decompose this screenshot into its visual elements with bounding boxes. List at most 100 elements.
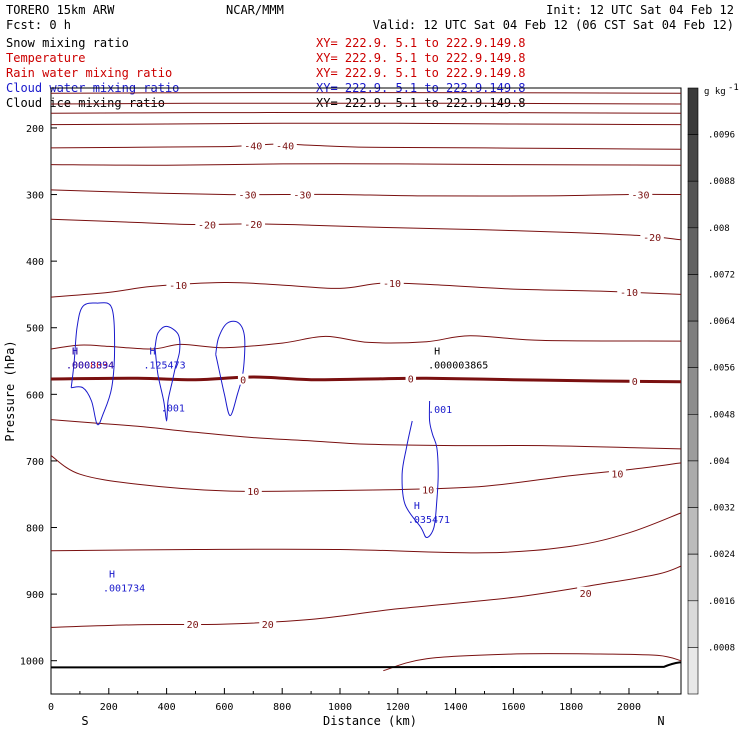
colorbar-swatch — [687, 553, 699, 602]
x-tick-label: 1800 — [559, 702, 583, 713]
x-axis-title: Distance (km) — [323, 714, 417, 728]
temperature-label-background — [235, 188, 260, 200]
x-tick-label: 200 — [100, 702, 118, 713]
temperature-label-background — [419, 483, 437, 495]
colorbar-swatch — [687, 600, 699, 648]
colorbar-label: .0096 — [708, 131, 735, 141]
colorbar-swatch — [687, 507, 699, 555]
x-end-label-north: N — [657, 714, 664, 728]
temperature-contour-line — [50, 455, 682, 492]
cloud-water-contour-line — [215, 320, 246, 417]
maximum-marker: H — [414, 501, 420, 512]
temperature-contour-label: 20 — [580, 589, 592, 600]
temperature-contour-line — [50, 112, 682, 114]
init-time: Init: 12 UTC Sat 04 Feb 12 — [546, 3, 734, 17]
temperature-contours — [50, 92, 682, 672]
maximum-marker: H — [72, 346, 78, 357]
temperature-contour-label: -10 — [169, 281, 187, 292]
y-axis-title: Pressure (hPa) — [3, 340, 17, 441]
temperature-contour-label: -10 — [383, 279, 401, 290]
temperature-contour-label: 0 — [632, 377, 638, 388]
cloud-water-contour-line — [401, 400, 439, 539]
axes: 0 200 400 600 800 1000 1200 1400 1600 1800 2000200… — [20, 124, 659, 713]
temperature-label-background — [237, 373, 249, 385]
colorbar: .0096 .0088 .008 .0072 .0064 .0056 .0048 .004 .0… — [687, 87, 735, 695]
x-tick-label: 0 — [48, 702, 54, 713]
colorbar-swatch — [687, 413, 699, 462]
temperature-label-background — [628, 188, 653, 200]
temperature-contour-line — [50, 565, 682, 628]
legend-xy-snow: XY= 222.9. 5.1 to 222.9.149.8 — [316, 36, 526, 50]
x-tick-label: 400 — [158, 702, 176, 713]
colorbar-label: .004 — [708, 457, 730, 467]
colorbar-swatch — [687, 87, 699, 135]
temperature-label-background — [608, 467, 626, 479]
maximum-marker: H — [434, 346, 440, 357]
contour-labels: -40 -40 -30 -30 -30 -20 -20 -20 -10 -10 -10 0 0 0 10 10… — [66, 139, 664, 631]
temperature-contour-label: 10 — [422, 486, 434, 497]
temperature-contour-label: -30 — [293, 191, 311, 202]
colorbar-label: .0056 — [708, 364, 735, 374]
colorbar-unit-exponent: -1 — [728, 83, 739, 93]
y-tick-label: 400 — [26, 257, 44, 268]
field-legend: Snow mixing ratio XY= 222.9. 5.1 to 222.… — [6, 36, 526, 110]
temperature-label-background — [617, 285, 641, 297]
cloud-water-contour-label: .001 — [428, 405, 452, 416]
colorbar-label: .008 — [708, 224, 730, 234]
temperature-contour-label: 0 — [408, 374, 414, 385]
x-tick-label: 800 — [273, 702, 291, 713]
legend-name-temperature: Temperature — [6, 51, 85, 65]
colorbar-unit: g kg — [704, 87, 726, 97]
colorbar-swatch — [687, 320, 699, 369]
colorbar-swatch — [687, 367, 699, 415]
temperature-contour-label: -10 — [620, 288, 638, 299]
model-title: TORERO 15km ARW — [6, 3, 115, 17]
temperature-label-background — [380, 277, 404, 289]
temperature-label-background — [241, 217, 266, 229]
maximum-value-label: .000003865 — [428, 360, 488, 371]
colorbar-label: .0048 — [708, 410, 735, 420]
y-tick-label: 300 — [26, 191, 44, 202]
forecast-hour: Fcst: 0 h — [6, 18, 71, 32]
temperature-label-background — [405, 372, 417, 384]
temperature-label-background — [273, 139, 297, 151]
temperature-contour-label: -20 — [244, 220, 262, 231]
colorbar-swatch — [687, 460, 699, 508]
colorbar-swatch — [687, 134, 699, 182]
y-tick-label: 600 — [26, 390, 44, 401]
colorbar-swatch — [687, 647, 699, 695]
temperature-label-background — [195, 218, 219, 230]
legend-name-rain: Rain water mixing ratio — [6, 66, 172, 80]
cloud-water-contour-label: .001 — [161, 404, 185, 415]
temperature-label-background — [640, 231, 664, 243]
temperature-label-background — [244, 484, 262, 496]
temperature-contour-line — [50, 512, 682, 554]
temperature-contour-label: -20 — [643, 233, 661, 244]
ground-surface — [50, 661, 681, 669]
y-tick-label: 900 — [26, 590, 44, 601]
cloud-water-contours — [70, 302, 439, 539]
temperature-contour-label: -40 — [276, 141, 294, 152]
colorbar-label: .0088 — [708, 177, 735, 187]
temperature-label-background — [629, 375, 641, 387]
temperature-contour-line — [50, 122, 682, 126]
colorbar-swatch — [687, 180, 699, 229]
cloud-water-contour-line — [70, 302, 116, 426]
temperature-label-background — [577, 586, 595, 598]
zero-isotherm — [50, 375, 682, 384]
temperature-contour-line — [383, 653, 682, 672]
temperature-contour-label: 20 — [262, 620, 274, 631]
temperature-contour-label: 10 — [611, 470, 623, 481]
legend-name-cloud-ice: Cloud ice mixing ratio — [6, 96, 165, 110]
valid-time: Valid: 12 UTC Sat 04 Feb 12 (06 CST Sat … — [373, 18, 734, 32]
center-title: NCAR/MMM — [226, 3, 284, 17]
colorbar-label: .0072 — [708, 271, 735, 281]
colorbar-swatch — [687, 227, 699, 275]
ground-line — [50, 661, 681, 669]
temperature-label-background — [241, 139, 266, 151]
temperature-contour-label: 20 — [187, 620, 199, 631]
temperature-contour-line — [50, 143, 682, 150]
maximum-value-label: .0003394 — [66, 360, 114, 371]
temperature-contour-label: 0 — [240, 376, 246, 387]
